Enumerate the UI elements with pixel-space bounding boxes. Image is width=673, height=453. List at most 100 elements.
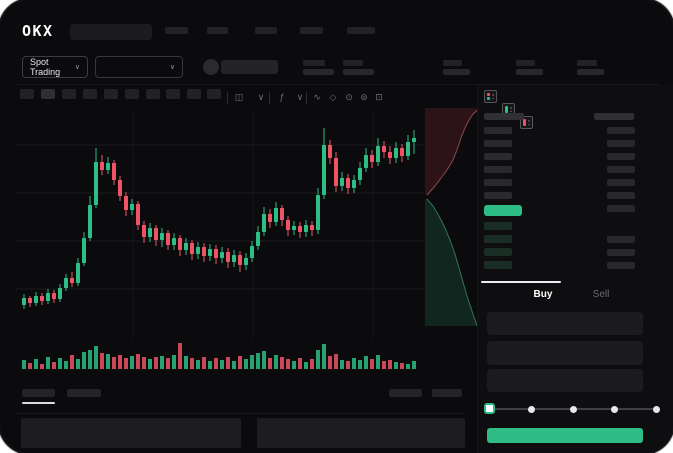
candle [76,263,80,283]
bottom-action[interactable] [389,389,422,397]
slider-stop[interactable] [528,405,535,413]
pair-dropdown[interactable]: ∨ [95,56,183,78]
volume-bar [34,359,38,369]
timeframe-button[interactable] [104,89,118,99]
stat-value [343,69,374,75]
bid-price[interactable] [484,235,512,243]
timeframe-button[interactable] [146,89,160,99]
volume-bar [142,357,146,369]
candle [316,195,320,230]
stat-value [516,69,543,75]
price-input[interactable] [487,312,643,335]
volume-bar [154,357,158,369]
book-header [594,113,634,120]
bid-price[interactable] [484,248,512,256]
chevron-down-icon[interactable]: ∨ [257,92,265,102]
volume-bar [274,355,278,369]
ask-price[interactable] [484,166,512,173]
stat-label [577,60,597,66]
compare-icon[interactable]: ◇ [329,92,337,102]
slider-handle[interactable] [484,403,495,414]
divider [15,413,465,414]
slider-stop[interactable] [611,405,618,413]
ask-price[interactable] [484,179,512,186]
candle [136,204,140,225]
timeframe-button[interactable] [62,89,76,99]
ask-amount [607,140,635,147]
nav-item[interactable] [165,27,188,34]
candle [322,145,326,195]
settings-icon[interactable]: ⊚ [360,92,368,102]
volume-bar [40,364,44,369]
volume-bar [388,360,392,369]
timeframe-button[interactable] [41,89,55,99]
fullscreen-icon[interactable]: ⊡ [375,92,383,102]
total-input[interactable] [487,369,643,392]
volume-bar [310,359,314,369]
volume-bar [238,356,242,369]
bottom-tab[interactable] [22,389,55,397]
candle [352,180,356,188]
indicators-icon[interactable]: ƒ [279,92,285,102]
bottom-tab[interactable] [67,389,101,397]
candle [172,238,176,245]
timeframe-button[interactable] [125,89,139,99]
candlestick-chart[interactable] [15,110,423,375]
candle [232,255,236,262]
candle [394,148,398,158]
bottom-panel [21,418,241,448]
overlay-line-icon[interactable]: ∿ [313,92,321,102]
timeframe-button[interactable] [207,89,221,99]
candle [154,228,158,240]
nav-item[interactable] [347,27,375,34]
slider-stop[interactable] [569,405,577,413]
timeframe-button[interactable] [166,89,180,99]
bid-price[interactable] [484,222,512,230]
volume-bar [166,358,170,369]
stat-value [577,69,604,75]
ask-price[interactable] [484,140,512,147]
timeframe-button[interactable] [187,89,201,99]
volume-bar [220,360,224,369]
bottom-action[interactable] [432,389,462,397]
slider-stop[interactable] [652,405,660,413]
ask-price[interactable] [484,192,512,199]
amount-input[interactable] [487,341,643,365]
candle [286,220,290,230]
candle [256,232,260,246]
buy-submit-button[interactable] [487,428,643,443]
candle [46,293,50,301]
search-input[interactable] [70,24,152,40]
tab-sell[interactable]: Sell [592,289,610,300]
market-type-selector[interactable]: Spot Trading ∨ [22,56,88,78]
candle [88,205,92,238]
timeframe-button[interactable] [83,89,97,99]
candle [40,296,44,301]
last-price-badge[interactable] [484,205,522,216]
ask-price[interactable] [484,127,512,134]
tab-buy[interactable]: Buy [533,289,553,300]
ask-price[interactable] [484,153,512,160]
volume-bar [322,344,326,369]
depth-chart[interactable] [425,108,480,326]
book-combined-icon[interactable] [484,90,497,103]
screenshot-icon[interactable]: ⊙ [345,92,353,102]
volume-bar [178,343,182,369]
timeframe-button[interactable] [20,89,34,99]
candle [400,148,404,156]
chevron-down-icon: ∨ [169,63,175,71]
volume-bar [214,358,218,369]
stat-value [303,69,334,75]
nav-item[interactable] [300,27,323,34]
volume-bar [148,359,152,369]
volume-bar [64,361,68,369]
chart-style-icon[interactable]: ◫ [234,92,244,102]
candle [340,178,344,186]
volume-bar [304,362,308,369]
candle [34,296,38,303]
nav-item[interactable] [207,27,228,34]
nav-item[interactable] [255,27,277,34]
chevron-down-icon[interactable]: ∨ [296,92,304,102]
volume-bar [160,356,164,369]
bid-price[interactable] [484,261,512,269]
